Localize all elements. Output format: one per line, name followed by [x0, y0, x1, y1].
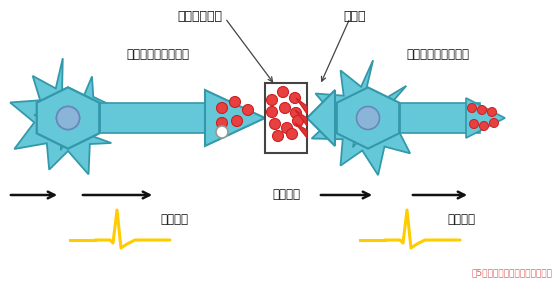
- Text: 活動電位: 活動電位: [447, 213, 475, 226]
- Circle shape: [267, 106, 278, 117]
- Polygon shape: [311, 60, 416, 175]
- Polygon shape: [296, 98, 307, 114]
- Polygon shape: [100, 103, 230, 133]
- Circle shape: [489, 119, 498, 128]
- Circle shape: [242, 104, 254, 115]
- Circle shape: [292, 115, 304, 127]
- Circle shape: [216, 126, 228, 138]
- Circle shape: [488, 108, 497, 117]
- Circle shape: [230, 97, 240, 108]
- Circle shape: [231, 115, 242, 127]
- Polygon shape: [10, 58, 111, 174]
- Circle shape: [290, 93, 301, 104]
- Circle shape: [269, 119, 281, 130]
- Polygon shape: [37, 87, 99, 149]
- Polygon shape: [466, 98, 505, 138]
- Circle shape: [282, 123, 292, 134]
- Circle shape: [217, 117, 227, 128]
- Polygon shape: [295, 123, 307, 138]
- Text: シナプス前神経細胞: シナプス前神経細胞: [127, 48, 189, 61]
- Polygon shape: [295, 110, 307, 126]
- Circle shape: [267, 95, 278, 106]
- Polygon shape: [400, 103, 480, 133]
- Circle shape: [278, 87, 288, 98]
- Text: シナプス: シナプス: [272, 188, 300, 201]
- Circle shape: [469, 119, 478, 128]
- Text: 囵5．シナプスにおける情報伝達: 囵5．シナプスにおける情報伝達: [472, 268, 553, 277]
- Circle shape: [279, 102, 291, 113]
- Circle shape: [217, 102, 227, 113]
- Circle shape: [478, 106, 487, 115]
- Polygon shape: [337, 87, 399, 149]
- Circle shape: [57, 106, 80, 130]
- Polygon shape: [37, 87, 99, 149]
- Circle shape: [468, 104, 477, 113]
- Text: 受容体: 受容体: [344, 10, 366, 23]
- Circle shape: [273, 130, 283, 142]
- Text: シナプス後神経細胞: シナプス後神経細胞: [407, 48, 469, 61]
- Text: 活動電位: 活動電位: [160, 213, 188, 226]
- Polygon shape: [205, 90, 265, 146]
- Polygon shape: [335, 103, 336, 133]
- Circle shape: [287, 128, 297, 140]
- Circle shape: [357, 106, 380, 130]
- Polygon shape: [307, 90, 335, 146]
- Circle shape: [479, 121, 488, 130]
- Circle shape: [57, 106, 80, 130]
- Circle shape: [291, 108, 301, 119]
- Bar: [265, 83, 307, 153]
- Text: 神経伝達物質: 神経伝達物質: [178, 10, 222, 23]
